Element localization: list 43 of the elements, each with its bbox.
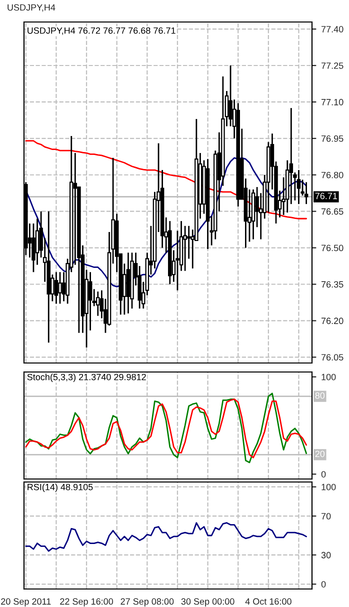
y-tick-label: 76.20 [321, 318, 344, 324]
y-tick-label: 30 [321, 552, 331, 558]
ref-line-label: 76.71 [315, 192, 338, 200]
y-tick-label: 100 [322, 374, 336, 380]
x-tick-label: 20 Sep 2011 [1, 598, 51, 606]
y-tick-label: 76.05 [321, 354, 344, 361]
candlestick [96, 290, 100, 317]
y-tick-label: 100 [322, 484, 336, 490]
y-tick-label: 77.40 [321, 26, 344, 32]
candlestick [296, 169, 301, 205]
x-tick-label: 22 Sep 16:00 [60, 598, 114, 606]
candlestick [304, 181, 308, 205]
line-series [25, 392, 308, 464]
y-tick-label: 0 [321, 471, 326, 478]
candlestick [54, 271, 58, 304]
candlestick [186, 225, 191, 260]
chart-title: Stoch(5,3,3) 21.3740 29.9812 [27, 374, 146, 382]
candlestick [58, 271, 62, 304]
candlestick [32, 222, 36, 273]
chart-title: RSI(14) 48.9105 [28, 484, 93, 492]
y-tick-label: 77.25 [321, 62, 344, 69]
candlestick [73, 152, 78, 266]
y-tick-label: 76.95 [321, 135, 344, 142]
y-tick-label: 70 [321, 513, 331, 520]
ref-line-label: 20 [315, 450, 325, 458]
x-tick-label: 30 Sep 00:00 [181, 598, 234, 606]
y-tick-label: 0 [321, 581, 326, 588]
candlestick [176, 230, 180, 292]
y-tick-label: 76.50 [321, 244, 344, 252]
ref-line-label: 80 [315, 392, 325, 399]
x-tick-label: 27 Sep 08:00 [120, 598, 174, 606]
line-series [25, 522, 308, 552]
y-tick-label: 77.10 [321, 98, 344, 106]
text: USDJPY,H4 76.72 76.77 76.68 76.71 [28, 27, 176, 35]
y-tick-label: 76.35 [321, 281, 344, 288]
candlestick [183, 225, 187, 272]
x-tick-label: 4 Oct 16:00 [245, 598, 292, 605]
line-series [25, 398, 308, 458]
line-series [25, 140, 308, 220]
y-tick-label: 76.65 [321, 208, 344, 215]
candlestick [88, 271, 92, 332]
text: USDJPY,H4 [8, 4, 56, 12]
y-tick-label: 76.80 [321, 172, 344, 178]
